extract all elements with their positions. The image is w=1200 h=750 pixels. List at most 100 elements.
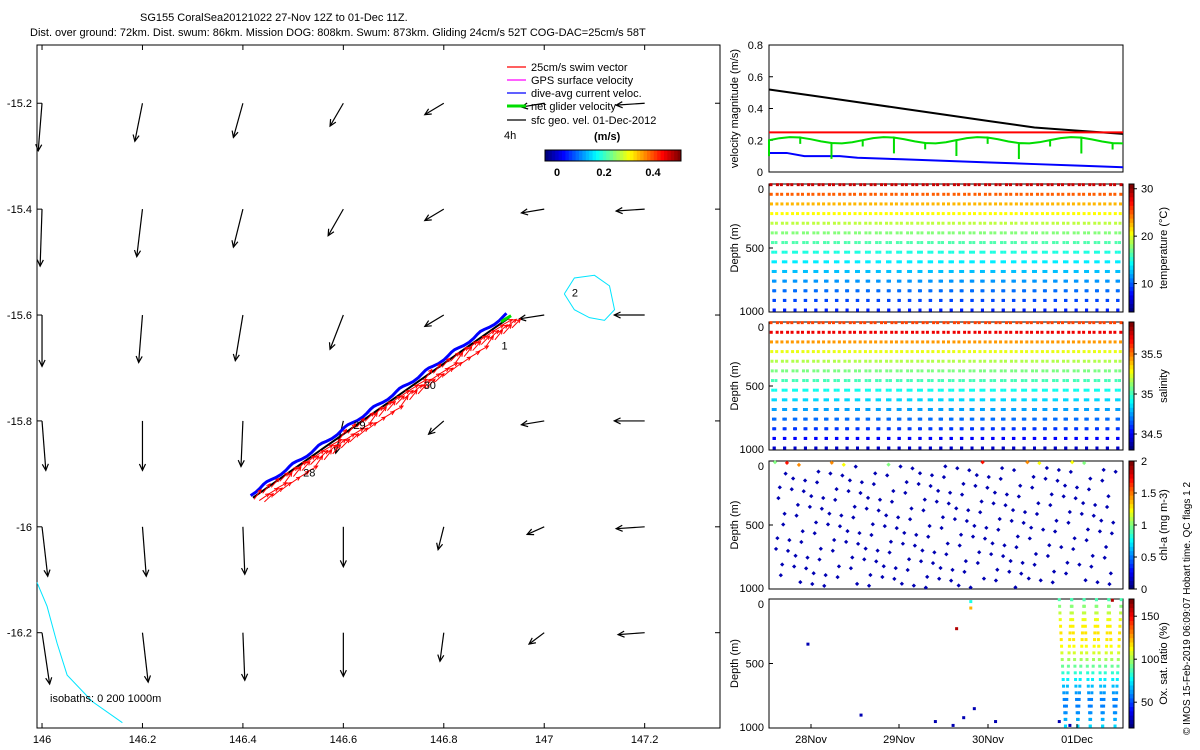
chla-sample	[893, 566, 898, 571]
chla-sample	[899, 581, 905, 586]
salinity-sample	[972, 359, 976, 363]
oxygen-sample	[969, 606, 973, 610]
temperature-sample	[1071, 192, 1075, 196]
chla-sample	[927, 523, 932, 529]
temperature-sample	[952, 202, 956, 206]
salinity-sample	[865, 398, 869, 402]
salinity-sample	[783, 417, 787, 421]
salinity-sample	[1010, 398, 1014, 402]
salinity-sample	[856, 446, 859, 450]
salinity-sample	[1103, 369, 1107, 373]
salinity-sample	[939, 436, 943, 440]
temperature-sample	[958, 241, 962, 245]
salinity-sample	[952, 340, 956, 344]
temperature-sample	[1031, 260, 1035, 264]
salinity-sample	[947, 369, 951, 373]
oxygen-sample	[1078, 677, 1082, 681]
temperature-sample	[1012, 279, 1016, 283]
arrow-head	[293, 466, 298, 472]
salinity-sample	[807, 321, 811, 325]
salinity-sample	[951, 359, 955, 363]
temperature-sample	[784, 269, 788, 273]
swim-vector-shaft	[506, 318, 517, 327]
temperature-sample	[972, 241, 976, 245]
salinity-sample	[1114, 369, 1118, 373]
temperature-sample	[886, 269, 890, 273]
salinity-sample	[1062, 369, 1066, 373]
salinity-sample	[805, 398, 809, 402]
temperature-sample	[979, 260, 983, 264]
salinity-sample	[885, 369, 889, 373]
temperature-sample	[1075, 279, 1079, 283]
salinity-sample	[1062, 379, 1066, 383]
oxygen-sample	[1097, 644, 1101, 648]
temperature-sample	[826, 231, 830, 235]
temperature-sample	[794, 279, 798, 283]
chla-sample	[830, 548, 835, 553]
salinity-sample	[813, 398, 817, 402]
swim-vector	[443, 367, 454, 377]
salinity-sample	[898, 417, 902, 421]
chla-sample	[816, 469, 821, 474]
temperature-sample	[1086, 241, 1090, 245]
geo-vector	[240, 632, 249, 682]
temperature-sample	[899, 231, 903, 235]
temperature-sample	[847, 221, 851, 225]
chla-colorbar-cell	[1129, 507, 1134, 513]
temperature-sample	[769, 192, 773, 196]
salinity-sample	[1041, 379, 1045, 383]
salinity-sample	[983, 330, 987, 334]
chla-sample	[783, 471, 788, 476]
temperature-sample	[838, 192, 842, 196]
swim-vector-shaft	[339, 429, 347, 440]
oxygen-sample	[1116, 671, 1120, 675]
temperature-sample	[866, 298, 870, 302]
temperature-sample	[915, 192, 919, 196]
salinity-sample	[806, 359, 810, 363]
map-legend: 25cm/s swim vector GPS surface velocity …	[504, 62, 682, 179]
oxygen-sample	[1070, 604, 1074, 608]
salinity-sample	[1095, 427, 1099, 431]
temperature-sample	[910, 202, 914, 206]
temperature-sample	[838, 183, 842, 187]
temperature-sample	[836, 250, 840, 254]
salinity-sample	[866, 436, 870, 440]
salinity-sample	[813, 407, 817, 411]
temperature-sample	[978, 212, 982, 216]
salinity-sample	[1096, 398, 1100, 402]
temperature-sample	[826, 250, 830, 254]
chla-sample	[958, 532, 964, 537]
temperature-sample	[888, 241, 892, 245]
temperature-sample	[1030, 202, 1034, 206]
salinity-sample	[1009, 359, 1013, 363]
temperature-sample	[877, 298, 881, 302]
temperature-sample	[854, 241, 858, 245]
swim-vector	[364, 411, 375, 422]
oxygen-sample	[972, 707, 976, 711]
salinity-sample	[1106, 417, 1110, 421]
day-label: 1	[502, 340, 508, 352]
salinity-sample	[887, 436, 891, 440]
salinity-sample	[781, 369, 785, 373]
salinity-sample	[848, 321, 852, 325]
salinity-sample	[1074, 436, 1078, 440]
salinity-sample	[979, 379, 983, 383]
temperature-sample	[781, 250, 785, 254]
oxygen-sample	[1090, 691, 1094, 695]
salinity-sample	[899, 388, 903, 392]
temperature-sample	[784, 241, 788, 245]
salinity-sample	[814, 446, 818, 450]
temperature-sample	[1081, 183, 1085, 187]
colorbar-cell	[602, 150, 607, 161]
salinity-sample	[837, 340, 841, 344]
temperature-sample	[910, 212, 914, 216]
salinity-sample	[982, 379, 986, 383]
oxygen-sample	[1079, 664, 1083, 668]
salinity-sample	[942, 340, 946, 344]
salinity-sample	[909, 388, 913, 392]
temperature-sample	[807, 183, 811, 187]
salinity-sample	[950, 427, 954, 431]
chla-ytick-label: 0	[758, 461, 764, 473]
chla-sample	[772, 460, 778, 465]
salinity-sample	[825, 436, 829, 440]
